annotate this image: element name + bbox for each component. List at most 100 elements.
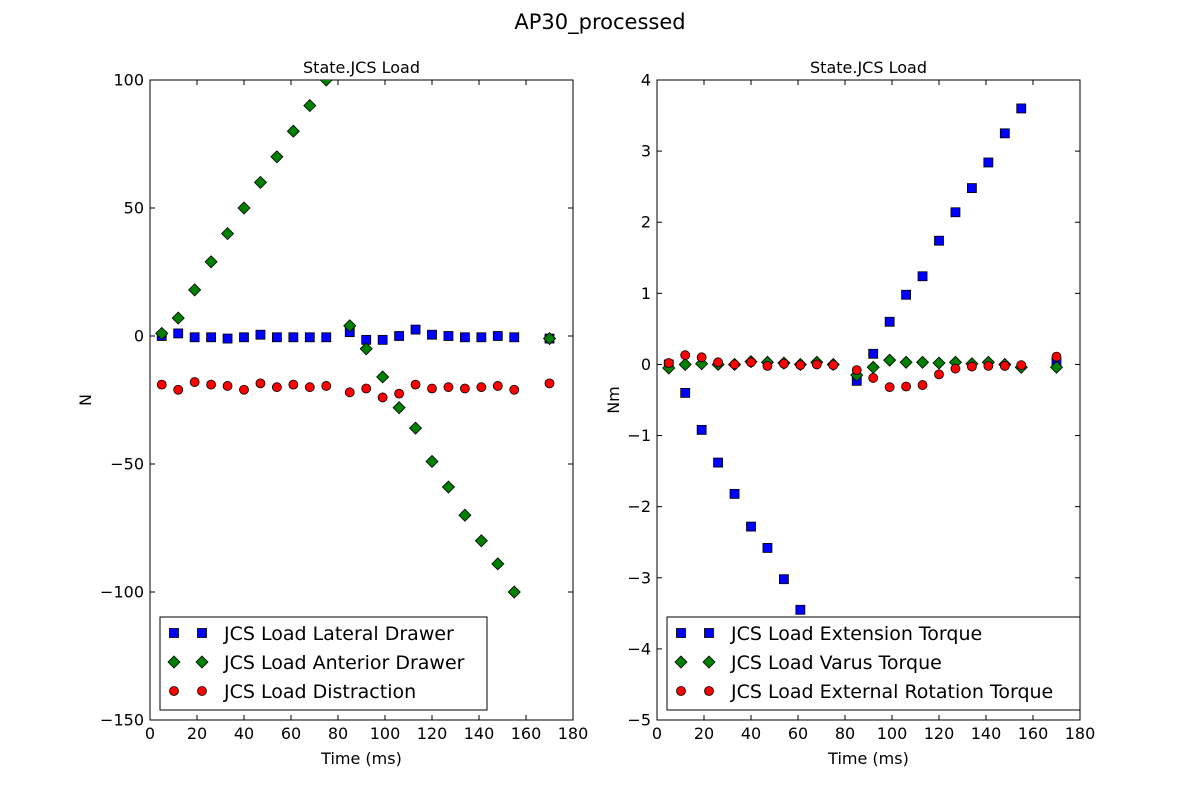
data-point-s2 xyxy=(866,360,880,374)
data-point-s3 xyxy=(509,384,520,395)
data-point-s2 xyxy=(286,124,300,138)
data-point-s2 xyxy=(319,80,333,87)
data-point-s3 xyxy=(377,392,388,403)
data-point-s2 xyxy=(408,421,423,435)
legend-marker xyxy=(167,655,181,669)
data-point-s3 xyxy=(1051,351,1062,362)
legend-label: JCS Load Varus Torque xyxy=(730,652,942,674)
data-point-s3 xyxy=(410,379,421,390)
data-point-s3 xyxy=(239,384,249,395)
x-tick-label: 80 xyxy=(328,724,348,743)
y-tick-label: 50 xyxy=(124,199,144,218)
data-point-s1 xyxy=(459,332,470,343)
data-point-s3 xyxy=(762,360,773,371)
y-tick-label: 0 xyxy=(134,327,144,346)
data-point-s1 xyxy=(884,316,895,327)
data-point-s3 xyxy=(934,369,944,380)
data-point-s2 xyxy=(425,454,439,469)
x-tick-label: 40 xyxy=(234,724,254,743)
data-point-s3 xyxy=(288,379,299,390)
data-point-s1 xyxy=(288,332,299,343)
x-tick-label: 180 xyxy=(1065,724,1096,743)
legend-marker xyxy=(704,686,714,696)
data-point-s1 xyxy=(271,332,282,343)
data-point-s1 xyxy=(746,521,756,532)
legend-marker xyxy=(674,655,688,669)
plot-frame xyxy=(149,79,574,721)
data-point-s2 xyxy=(542,331,557,346)
data-point-s2 xyxy=(237,201,251,215)
data-point-s1 xyxy=(795,604,806,615)
legend-box xyxy=(159,616,488,711)
data-points xyxy=(662,103,1064,681)
data-point-s2 xyxy=(915,355,930,369)
data-point-s1 xyxy=(779,574,789,585)
data-point-s1 xyxy=(255,329,266,340)
data-point-s1 xyxy=(868,348,879,359)
data-point-s1 xyxy=(427,329,437,340)
data-point-s3 xyxy=(476,382,487,393)
legend: JCS Load Extension Torque JCS Load Varus … xyxy=(666,616,1081,711)
data-point-s1 xyxy=(983,157,994,168)
data-point-s1 xyxy=(967,183,977,193)
data-point-s3 xyxy=(967,361,977,372)
x-tick-label: 0 xyxy=(652,724,662,743)
data-point-s1 xyxy=(239,332,249,343)
data-point-s3 xyxy=(459,383,470,394)
y-tick-label: 0 xyxy=(641,355,651,374)
data-point-s3 xyxy=(394,388,405,399)
data-point-s3 xyxy=(779,358,789,369)
legend: JCS Load Lateral Drawer JCS Load Anterior… xyxy=(159,616,488,711)
data-point-s2 xyxy=(932,356,946,370)
data-point-s2 xyxy=(376,370,390,384)
y-tick-label: −150 xyxy=(100,711,144,730)
data-point-s1 xyxy=(762,543,773,553)
subplot-title: State.JCS Load xyxy=(303,58,420,77)
data-point-s1 xyxy=(377,334,388,345)
legend-label: JCS Load Anterior Drawer xyxy=(223,652,465,674)
y-tick-label: 3 xyxy=(641,142,651,161)
x-tick-label: 140 xyxy=(971,724,1002,743)
y-tick-label: 100 xyxy=(113,71,144,90)
data-point-s1 xyxy=(173,328,184,339)
data-point-s3 xyxy=(884,382,895,393)
data-point-s3 xyxy=(950,363,961,374)
data-point-s1 xyxy=(222,333,233,344)
x-tick-label: 80 xyxy=(835,724,855,743)
data-point-s1 xyxy=(950,207,961,218)
legend-marker xyxy=(676,628,686,638)
data-point-s1 xyxy=(680,387,691,398)
data-point-s3 xyxy=(917,380,928,390)
y-tick-label: −2 xyxy=(627,497,651,516)
data-point-s1 xyxy=(901,289,911,300)
data-point-s1 xyxy=(443,331,454,341)
data-point-s3 xyxy=(255,378,266,389)
data-point-s3 xyxy=(321,381,332,391)
data-point-s3 xyxy=(795,360,806,371)
x-tick-label: 140 xyxy=(464,724,495,743)
data-point-s1 xyxy=(917,271,928,282)
data-point-s2 xyxy=(204,255,218,269)
data-point-s3 xyxy=(304,382,315,393)
data-point-s2 xyxy=(1049,360,1064,374)
data-point-s1 xyxy=(934,235,944,246)
legend-marker xyxy=(704,628,714,638)
data-point-s1 xyxy=(509,332,520,343)
x-tick-label: 0 xyxy=(145,724,155,743)
data-point-s2 xyxy=(171,311,185,325)
y-tick-label: 2 xyxy=(641,213,651,232)
legend-marker xyxy=(702,655,716,669)
x-tick-label: 180 xyxy=(558,724,589,743)
data-point-s1 xyxy=(492,331,503,341)
x-tick-label: 100 xyxy=(370,724,401,743)
x-tick-label: 120 xyxy=(417,724,448,743)
data-point-s3 xyxy=(443,382,454,393)
data-point-s1 xyxy=(476,332,487,343)
x-tick-label: 120 xyxy=(924,724,955,743)
data-point-s3 xyxy=(999,360,1010,371)
data-point-s3 xyxy=(173,384,184,395)
y-tick-label: −50 xyxy=(110,455,144,474)
subplot-title: State.JCS Load xyxy=(810,58,927,77)
y-tick-label: 1 xyxy=(641,284,651,303)
